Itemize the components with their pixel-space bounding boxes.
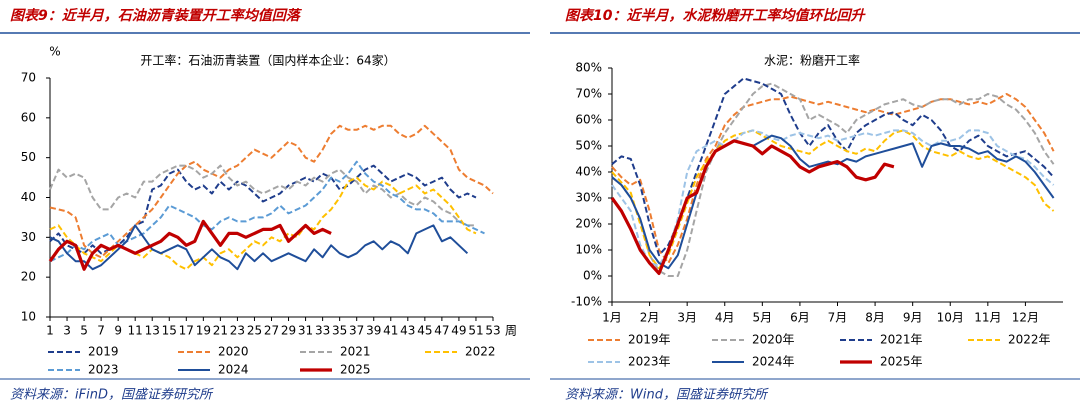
y-tick-label: 60 [21,110,36,124]
series-line [49,176,477,271]
x-tick-label: 51 [468,324,483,338]
y-tick-label: 40% [575,165,602,179]
x-tick-label: 41 [383,324,398,338]
x-tick-label: 17 [179,324,194,338]
x-tick-label: 7 [97,324,105,338]
chart-subtitle: 水泥：粉磨开工率 [764,53,860,68]
legend-label: 2020 [218,345,249,359]
legend-label: 2021年 [880,333,923,347]
y-tick-label: 60% [575,113,602,127]
x-tick-label: 49 [451,324,466,338]
x-tick-label: 4月 [715,311,735,325]
x-tick-label: 10月 [937,311,964,325]
legend-label: 2025年 [880,355,923,369]
legend-label: 2022 [465,345,496,359]
y-tick-label: 10% [575,243,602,257]
y-tick-label: 40 [21,190,36,204]
series-line [610,139,895,275]
series-line [48,219,332,271]
legend-label: 2021 [340,345,371,359]
y-tick-label: 80% [575,61,602,75]
x-tick-label: 19 [196,324,211,338]
y-tick-label: 10 [21,310,36,324]
x-tick-label: 3 [63,324,71,338]
source: 资料来源：iFinD，国盛证券研究所 [10,387,214,403]
y-tick-label: 20 [21,270,36,284]
x-tick-label: 27 [264,324,279,338]
x-tick-label: 9 [114,324,122,338]
x-tick-label: 7月 [828,311,848,325]
x-tick-label: 2月 [640,311,660,325]
x-tick-label: 47 [434,324,449,338]
x-tick-label: 3月 [677,311,697,325]
x-tick-label: 5月 [753,311,773,325]
legend-label: 2024年 [752,355,795,369]
y-tick-label: -10% [571,295,602,309]
x-tick-label: 43 [400,324,415,338]
x-tick-label: 23 [230,324,245,338]
series-line [49,124,494,259]
x-tick-label: 39 [366,324,381,338]
series-line [49,164,477,255]
y-tick-label: 70% [575,87,602,101]
x-tick-label: 9月 [903,311,923,325]
x-tick-label: 8月 [865,311,885,325]
x-tick-label: 53 [485,324,500,338]
x-axis-label: 周 [505,324,517,338]
series-line [611,82,1055,277]
legend-label: 2023 [88,363,119,377]
x-tick-label: 1 [46,324,54,338]
y-tick-label: 70 [21,71,36,85]
source: 资料来源：Wind，国盛证券研究所 [565,387,769,403]
series-line [49,160,485,263]
x-tick-label: 33 [315,324,330,338]
y-axis-label: % [49,45,60,59]
x-tick-label: 29 [281,324,296,338]
y-tick-label: 20% [575,217,602,231]
legend-label: 2024 [218,363,249,377]
x-tick-label: 12月 [1012,311,1039,325]
chart-title: 图表9：近半月，石油沥青装置开工率均值回落 [10,7,303,24]
x-tick-label: 5 [80,324,88,338]
legend-label: 2023年 [628,355,671,369]
series-line [49,164,476,227]
legend-label: 2022年 [1008,333,1051,347]
y-tick-label: 50% [575,139,602,153]
x-tick-label: 13 [145,324,160,338]
legend-label: 2020年 [752,333,795,347]
y-tick-label: 30% [575,191,602,205]
x-tick-label: 45 [417,324,432,338]
x-tick-label: 25 [247,324,262,338]
x-tick-label: 6月 [790,311,810,325]
x-tick-label: 1月 [602,311,622,325]
y-tick-label: 30 [21,230,36,244]
x-tick-label: 11 [128,324,143,338]
series-line [611,129,1055,270]
chart-subtitle: 开工率：石油沥青装置（国内样本企业：64家） [140,53,395,68]
legend-label: 2019年 [628,333,671,347]
series-line [49,224,469,271]
x-tick-label: 37 [349,324,364,338]
x-tick-label: 35 [332,324,347,338]
x-tick-label: 15 [162,324,177,338]
legend-label: 2019 [88,345,119,359]
y-tick-label: 50 [21,150,36,164]
legend-label: 2025 [340,363,371,377]
series-line [611,93,1055,264]
chart-title: 图表10：近半月，水泥粉磨开工率均值环比回升 [565,7,866,24]
x-tick-label: 11月 [974,311,1001,325]
x-tick-label: 21 [213,324,228,338]
y-tick-label: 0% [583,269,602,283]
x-tick-label: 31 [298,324,313,338]
